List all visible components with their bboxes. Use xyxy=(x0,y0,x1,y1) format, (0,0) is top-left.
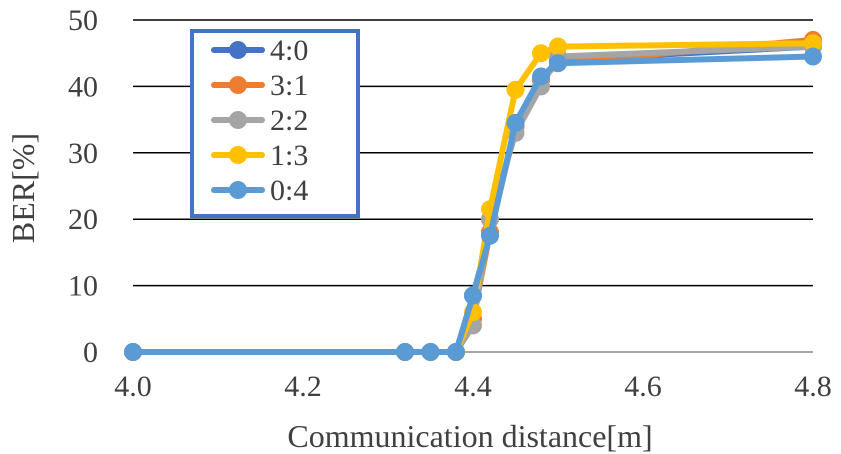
x-axis-title: Communication distance[m] xyxy=(287,418,652,454)
y-tick-label: 50 xyxy=(68,4,98,37)
x-tick-label: 4.2 xyxy=(284,370,322,403)
legend: 4:03:12:21:30:4 xyxy=(190,29,360,218)
legend-label: 0:4 xyxy=(270,174,308,207)
legend-label: 3:1 xyxy=(270,69,308,102)
data-point xyxy=(506,80,525,99)
x-tick-label: 4.8 xyxy=(794,370,832,403)
legend-swatch-marker xyxy=(229,41,247,59)
series-line xyxy=(130,53,816,355)
data-point xyxy=(396,343,414,361)
data-point xyxy=(447,343,465,361)
legend-swatch-marker xyxy=(229,111,247,129)
y-tick-label: 30 xyxy=(68,137,98,170)
data-point xyxy=(804,34,822,53)
y-tick-label: 10 xyxy=(68,270,98,303)
legend-entry: 2:2 xyxy=(211,104,308,137)
y-axis-title: BER[%] xyxy=(5,133,41,243)
y-tick-label: 0 xyxy=(83,336,98,369)
data-point xyxy=(804,47,822,66)
legend-swatch-marker xyxy=(229,76,247,94)
legend-box xyxy=(190,29,360,218)
y-tick-label: 20 xyxy=(68,203,98,236)
legend-label: 2:2 xyxy=(270,104,308,137)
data-point xyxy=(464,286,482,305)
series-layer xyxy=(124,30,822,361)
legend-label: 4:0 xyxy=(270,34,308,67)
legend-entry: 3:1 xyxy=(211,69,308,102)
x-tick-label: 4.4 xyxy=(454,370,492,403)
series-0-4 xyxy=(124,47,822,361)
data-point xyxy=(549,54,567,73)
x-tick-label: 4.0 xyxy=(114,370,152,403)
x-tick-label: 4.6 xyxy=(624,370,662,403)
data-point xyxy=(549,37,567,56)
legend-entry: 1:3 xyxy=(211,139,308,172)
data-point xyxy=(532,44,550,63)
data-point xyxy=(124,343,142,361)
y-tick-labels: 0 10 20 30 40 50 xyxy=(68,4,98,369)
data-point xyxy=(532,67,550,86)
legend-entry: 4:0 xyxy=(211,34,308,67)
data-point xyxy=(421,343,440,361)
legend-swatch-marker xyxy=(229,146,247,164)
legend-label: 1:3 xyxy=(270,139,308,172)
legend-entry: 0:4 xyxy=(211,174,308,207)
data-point xyxy=(481,226,499,245)
x-tick-labels: 4.0 4.2 4.4 4.6 4.8 xyxy=(114,370,832,403)
legend-swatch-marker xyxy=(229,181,247,199)
y-tick-label: 40 xyxy=(68,70,98,103)
data-point xyxy=(506,113,525,132)
